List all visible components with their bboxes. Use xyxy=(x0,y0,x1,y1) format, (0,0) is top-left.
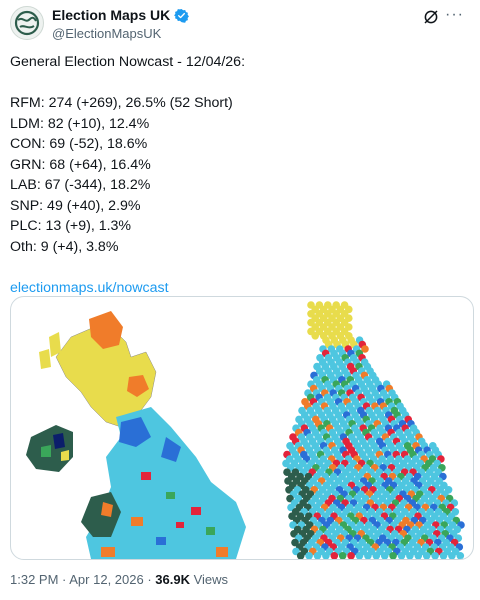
globe-logo-icon xyxy=(14,10,40,36)
result-line: CON: 69 (-52), 18.6% xyxy=(10,136,148,152)
hex-constituency xyxy=(372,552,381,559)
hex-constituency xyxy=(406,552,414,559)
hex-constituency xyxy=(380,552,389,559)
hex-constituency xyxy=(364,552,372,559)
result-line: LDM: 82 (+10), 12.4% xyxy=(10,115,150,132)
hex-constituency xyxy=(431,552,439,559)
tweet-date[interactable]: Apr 12, 2026 xyxy=(69,572,144,587)
tweet-header: Election Maps UK @ElectionMapsUK ··· xyxy=(10,6,470,46)
views-label: Views xyxy=(189,572,229,587)
more-options-button[interactable]: ··· xyxy=(445,6,464,23)
result-line: Oth: 9 (+4), 3.8% xyxy=(10,238,119,255)
name-row: Election Maps UK xyxy=(52,7,190,23)
tweet-heading: General Election Nowcast - 12/04/26: xyxy=(10,54,246,70)
hex-constituency xyxy=(347,552,355,559)
hex-constituency xyxy=(422,552,431,559)
hex-constituency xyxy=(397,552,406,559)
map-image xyxy=(26,301,465,559)
result-line: SNP: 49 (+40), 2.9% xyxy=(10,197,141,214)
hex-constituency xyxy=(456,552,465,559)
verified-badge-icon xyxy=(174,8,190,23)
views-count: 36.9K xyxy=(155,572,190,587)
hex-constituency xyxy=(355,552,364,559)
uk-hexagon-cartogram xyxy=(282,301,465,559)
uk-geographic-map xyxy=(26,311,246,559)
hex-constituency xyxy=(313,552,322,559)
hex-constituency xyxy=(322,552,330,559)
hex-constituency xyxy=(338,552,347,559)
media-image[interactable] xyxy=(10,296,474,560)
hex-constituency xyxy=(296,552,305,559)
hex-constituency xyxy=(305,552,313,559)
tweet-text: General Election Nowcast - 12/04/26: RFM… xyxy=(10,52,470,298)
hex-constituency xyxy=(330,552,339,559)
display-name[interactable]: Election Maps UK xyxy=(52,7,171,23)
result-line: RFM: 274 (+269), 26.5% (52 Short) xyxy=(10,95,233,111)
handle[interactable]: @ElectionMapsUK xyxy=(52,26,162,41)
result-line: GRN: 68 (+64), 16.4% xyxy=(10,156,151,173)
hex-constituency xyxy=(311,332,320,340)
nowcast-link[interactable]: electionmaps.uk/nowcast xyxy=(10,279,169,296)
hex-constituency xyxy=(448,552,456,559)
hex-constituency xyxy=(361,345,369,353)
hex-constituency xyxy=(439,552,448,559)
avatar[interactable] xyxy=(10,6,44,40)
hex-constituency xyxy=(389,552,397,559)
result-line: LAB: 67 (-344), 18.2% xyxy=(10,177,151,193)
tweet-meta: 1:32 PM · Apr 12, 2026 · 36.9K Views xyxy=(10,572,229,587)
result-line: PLC: 13 (+9), 1.3% xyxy=(10,218,132,234)
grok-icon[interactable] xyxy=(422,8,440,26)
tweet-time[interactable]: 1:32 PM xyxy=(10,572,59,587)
hex-constituency xyxy=(414,552,423,559)
